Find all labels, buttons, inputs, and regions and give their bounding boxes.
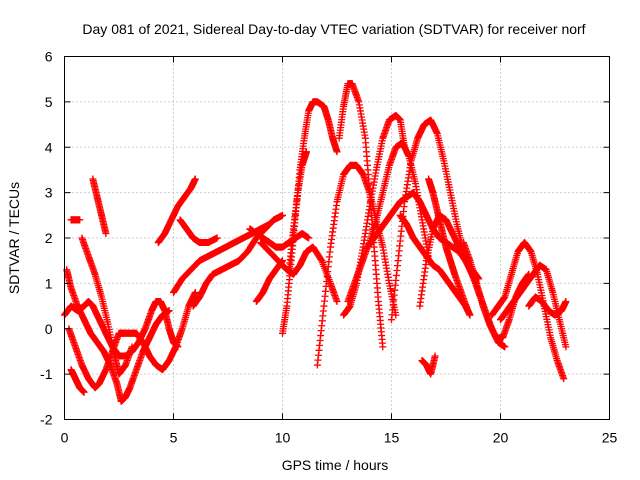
- y-tick-label: 3: [45, 185, 53, 201]
- data-point: [191, 288, 199, 296]
- data-point: [102, 229, 110, 237]
- y-tick-label: -1: [40, 366, 53, 382]
- x-tick-label: 20: [493, 430, 509, 446]
- data-point: [76, 216, 84, 224]
- data-point: [333, 148, 341, 156]
- series-arc-11: [189, 211, 286, 310]
- x-tick-label: 10: [275, 430, 291, 446]
- data-point: [80, 388, 88, 396]
- data-point: [191, 175, 199, 183]
- y-tick-label: 1: [45, 275, 53, 291]
- x-tick-label: 25: [602, 430, 618, 446]
- x-tick-label: 0: [61, 430, 69, 446]
- x-axis-label: GPS time / hours: [282, 457, 389, 473]
- series-arc-25: [418, 352, 439, 378]
- data-point: [128, 343, 136, 351]
- data-point: [165, 307, 173, 315]
- series-arc-8: [154, 175, 199, 247]
- grid-layer: [64, 56, 610, 420]
- series-arc-10: [176, 216, 221, 247]
- y-tick-label: 5: [45, 94, 53, 110]
- y-tick-label: 6: [45, 49, 53, 65]
- data-points: [61, 80, 570, 405]
- y-tick-label: -2: [40, 412, 53, 428]
- series-arc-7: [67, 366, 88, 396]
- x-tick-label: 15: [384, 430, 400, 446]
- data-point: [279, 211, 286, 219]
- series-arc-29: [497, 261, 570, 351]
- chart-title: Day 081 of 2021, Sidereal Day-to-day VTE…: [82, 21, 585, 37]
- data-point: [302, 148, 310, 156]
- series-arc-16: [285, 148, 310, 274]
- y-tick-label: 4: [45, 139, 53, 155]
- data-point: [379, 343, 387, 351]
- series-arc-4: [67, 216, 84, 224]
- x-tick-label: 5: [170, 430, 178, 446]
- data-point: [305, 234, 313, 242]
- y-axis-label: SDTVAR / TECUs: [6, 182, 22, 294]
- series-arc-5: [78, 234, 136, 378]
- series-arc-30: [525, 293, 570, 319]
- series-arc-15: [279, 98, 341, 337]
- y-tick-label: 0: [45, 321, 53, 337]
- series-arc-6: [89, 175, 110, 237]
- data-point: [333, 298, 341, 306]
- data-point: [213, 234, 221, 242]
- series-arc-3: [63, 266, 173, 405]
- y-tick-label: 2: [45, 230, 53, 246]
- data-point: [317, 256, 325, 264]
